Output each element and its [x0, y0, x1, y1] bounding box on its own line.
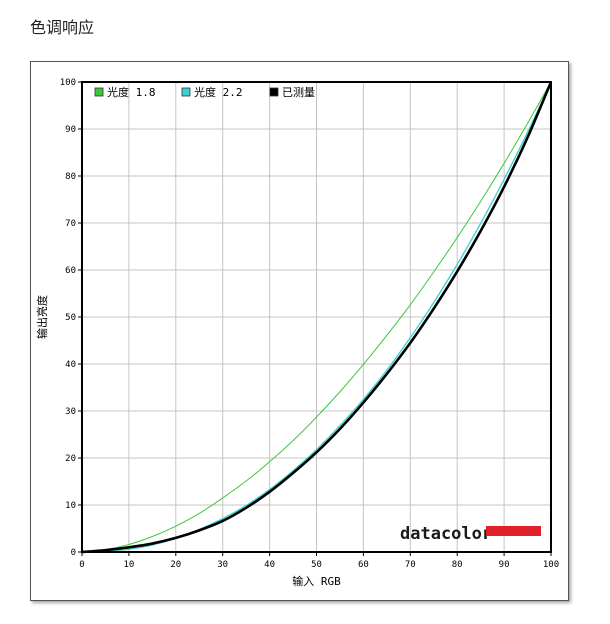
x-tick-label: 100	[543, 560, 559, 570]
axes-layer: 0 10 20 30 40 50 60 70 80 90 100 0 10 20 30 40 50 60 70 80 9…	[35, 78, 559, 588]
x-tick-label: 40	[264, 560, 275, 570]
tone-response-chart: 0 10 20 30 40 50 60 70 80 90 100 0 10 20 30 40 50 60 70 80 9…	[35, 78, 559, 588]
y-axis-label: 输出亮度	[35, 295, 49, 339]
x-tick-label: 0	[79, 560, 84, 570]
x-tick-label: 20	[170, 560, 181, 570]
x-tick-label: 50	[311, 560, 322, 570]
legend-label: 光度 1.8	[107, 85, 156, 99]
legend-swatch	[269, 87, 279, 97]
series-layer	[81, 81, 553, 554]
y-tick-label: 60	[65, 266, 76, 276]
x-tick-label: 80	[452, 560, 463, 570]
y-tick-label: 40	[65, 360, 76, 370]
datacolor-logo: datacolor	[400, 524, 541, 544]
series-line-1	[81, 81, 552, 553]
legend-swatch	[181, 87, 191, 97]
series-line-3	[81, 81, 553, 554]
legend-label: 已测量	[282, 86, 315, 99]
y-tick-label: 10	[65, 501, 76, 511]
legend: 光度 1.8 光度 2.2 已测量	[94, 85, 315, 99]
y-tick-label: 100	[60, 78, 76, 88]
logo-text: datacolor	[400, 524, 492, 544]
page-title: 色调响应	[30, 18, 95, 37]
logo-bar	[486, 526, 541, 536]
x-axis-label: 输入 RGB	[292, 574, 341, 588]
y-tick-label: 0	[71, 548, 76, 558]
legend-label: 光度 2.2	[194, 85, 243, 99]
y-tick-label: 20	[65, 454, 76, 464]
legend-swatch	[94, 87, 104, 97]
grid-layer	[81, 81, 552, 553]
y-tick-label: 80	[65, 172, 76, 182]
x-tick-label: 10	[123, 560, 134, 570]
y-tick-label: 70	[65, 219, 76, 229]
x-tick-label: 90	[499, 560, 510, 570]
y-tick-label: 50	[65, 313, 76, 323]
x-tick-label: 30	[217, 560, 228, 570]
chart-frame: 0 10 20 30 40 50 60 70 80 90 100 0 10 20 30 40 50 60 70 80 9…	[30, 61, 569, 601]
y-tick-label: 90	[65, 125, 76, 135]
x-tick-label: 60	[358, 560, 369, 570]
y-tick-label: 30	[65, 407, 76, 417]
x-tick-label: 70	[405, 560, 416, 570]
